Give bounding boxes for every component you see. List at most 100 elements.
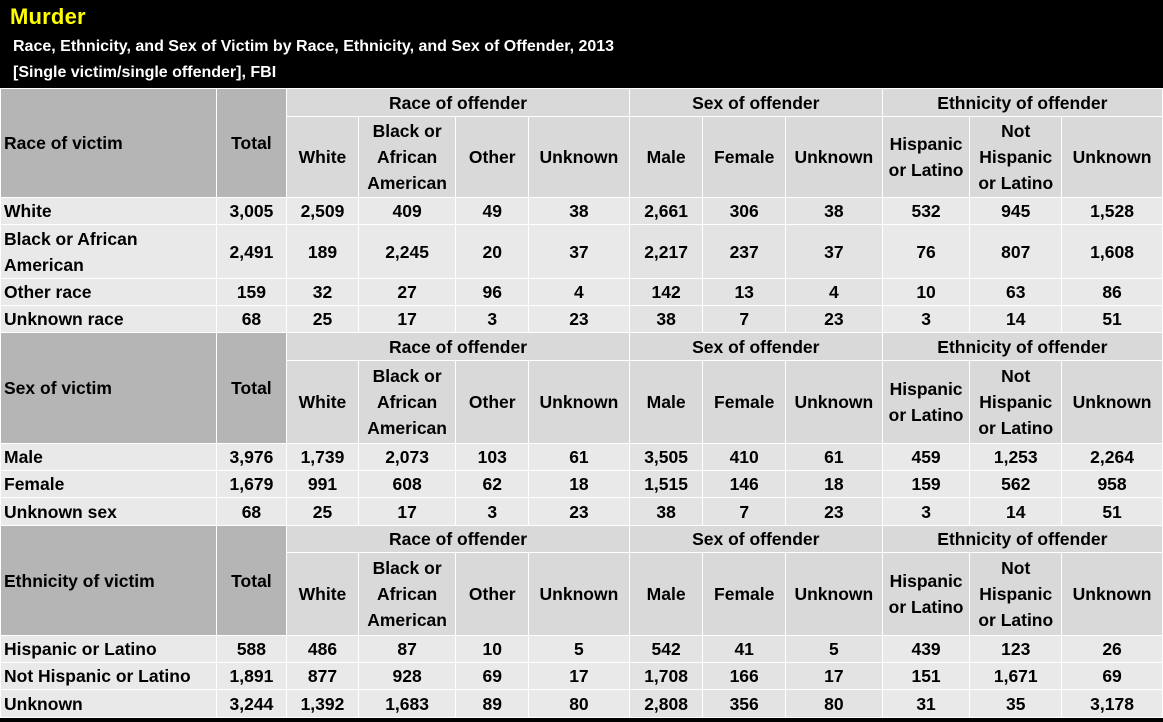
column-header-row: White Black or African American Other Unkno… <box>1 360 1163 444</box>
group-header: Sex of offender <box>628 332 883 361</box>
data-cell: 409 <box>357 197 457 225</box>
row-label: White <box>0 197 217 225</box>
data-cell: 103 <box>455 443 530 471</box>
data-cell: 14 <box>969 305 1063 333</box>
data-cell: 928 <box>357 662 457 690</box>
column-header: Other <box>455 360 530 444</box>
data-cell: 63 <box>969 278 1063 306</box>
row-label: Unknown <box>0 689 217 718</box>
data-cell: 4 <box>785 278 883 306</box>
group-header: Ethnicity of offender <box>881 88 1163 117</box>
data-cell: 89 <box>455 689 530 718</box>
data-cell: 958 <box>1061 470 1163 498</box>
row-total: 68 <box>215 497 288 526</box>
table-row: White 3,005 2,509 409 49 38 2,661 306 38 532 945 1,… <box>0 197 1163 225</box>
data-cell: 10 <box>881 278 971 306</box>
data-cell: 877 <box>286 662 359 690</box>
data-cell: 237 <box>702 224 786 279</box>
data-cell: 1,608 <box>1061 224 1163 279</box>
data-cell: 2,245 <box>357 224 457 279</box>
row-total: 3,244 <box>215 689 288 718</box>
row-label: Hispanic or Latino <box>0 635 217 663</box>
data-cell: 87 <box>357 635 457 663</box>
table-row: Other race 159 32 27 96 4 142 13 4 10 63 86 <box>0 278 1163 306</box>
data-cell: 807 <box>969 224 1063 279</box>
data-cell: 410 <box>702 443 786 471</box>
data-cell: 2,509 <box>286 197 359 225</box>
group-header-row: Sex of victim Total Race of offender Sex of… <box>0 332 1163 444</box>
data-cell: 18 <box>528 470 630 498</box>
data-cell: 23 <box>785 305 883 333</box>
column-header: Female <box>702 116 786 198</box>
data-cell: 27 <box>357 278 457 306</box>
data-cell: 69 <box>1061 662 1163 690</box>
data-cell: 51 <box>1061 305 1163 333</box>
data-cell: 532 <box>881 197 971 225</box>
column-header: Unknown <box>1061 360 1163 444</box>
group-header: Ethnicity of offender <box>881 332 1163 361</box>
column-header: Hispanic or Latino <box>881 552 971 636</box>
table-row: Black or African American 2,491 189 2,245 20… <box>0 224 1163 279</box>
murder-table: Race of victim Total Race of offender Sex o… <box>0 88 1163 718</box>
data-cell: 123 <box>969 635 1063 663</box>
data-cell: 306 <box>702 197 786 225</box>
data-cell: 31 <box>881 689 971 718</box>
section-label: Sex of victim <box>0 332 217 444</box>
column-header: White <box>286 552 359 636</box>
table-row: Hispanic or Latino 588 486 87 10 5 542 41 5 439 12… <box>0 635 1163 663</box>
table-row: Female 1,679 991 608 62 18 1,515 146 18 159 562 958 <box>0 470 1163 498</box>
data-cell: 35 <box>969 689 1063 718</box>
data-cell: 7 <box>702 497 786 526</box>
data-cell: 5 <box>785 635 883 663</box>
subtitle-line-1: Race, Ethnicity, and Sex of Victim by Ra… <box>13 38 615 55</box>
data-cell: 2,217 <box>628 224 704 279</box>
data-cell: 17 <box>357 497 457 526</box>
column-header: Unknown <box>528 360 630 444</box>
column-header: Not Hispanic or Latino <box>969 552 1063 636</box>
data-cell: 62 <box>455 470 530 498</box>
data-cell: 486 <box>286 635 359 663</box>
data-cell: 5 <box>528 635 630 663</box>
column-header: White <box>286 116 359 198</box>
data-cell: 189 <box>286 224 359 279</box>
row-total: 159 <box>215 278 288 306</box>
data-cell: 1,683 <box>357 689 457 718</box>
column-header: Other <box>455 116 530 198</box>
row-label: Unknown sex <box>0 497 217 526</box>
data-cell: 2,808 <box>628 689 704 718</box>
column-header-row: White Black or African American Other Unkno… <box>1 552 1163 636</box>
data-cell: 356 <box>702 689 786 718</box>
title-bar: Murder Race, Ethnicity, and Sex of Victi… <box>0 0 1163 88</box>
data-cell: 7 <box>702 305 786 333</box>
column-header: Male <box>628 116 704 198</box>
total-header: Total <box>215 525 288 636</box>
column-header: Male <box>628 552 704 636</box>
data-cell: 26 <box>1061 635 1163 663</box>
data-cell: 69 <box>455 662 530 690</box>
column-header: Hispanic or Latino <box>881 360 971 444</box>
column-header: Female <box>702 360 786 444</box>
data-cell: 3,178 <box>1061 689 1163 718</box>
column-header: Unknown <box>1061 552 1163 636</box>
column-header: Unknown <box>785 116 883 198</box>
data-cell: 2,264 <box>1061 443 1163 471</box>
page-title: Murder <box>10 4 86 29</box>
column-header: Female <box>702 552 786 636</box>
table-row: Unknown sex 68 25 17 3 23 38 7 23 3 14 51 <box>0 497 1163 526</box>
group-header: Race of offender <box>286 525 630 553</box>
data-cell: 61 <box>528 443 630 471</box>
column-header: Unknown <box>1061 116 1163 198</box>
data-cell: 32 <box>286 278 359 306</box>
data-cell: 61 <box>785 443 883 471</box>
data-cell: 151 <box>881 662 971 690</box>
column-header: Unknown <box>528 552 630 636</box>
column-header: Not Hispanic or Latino <box>969 360 1063 444</box>
row-total: 3,976 <box>215 443 288 471</box>
row-total: 588 <box>215 635 288 663</box>
data-cell: 3 <box>881 305 971 333</box>
group-header: Race of offender <box>286 332 630 361</box>
column-header: Unknown <box>528 116 630 198</box>
data-cell: 439 <box>881 635 971 663</box>
data-cell: 2,073 <box>357 443 457 471</box>
total-header: Total <box>215 332 288 444</box>
